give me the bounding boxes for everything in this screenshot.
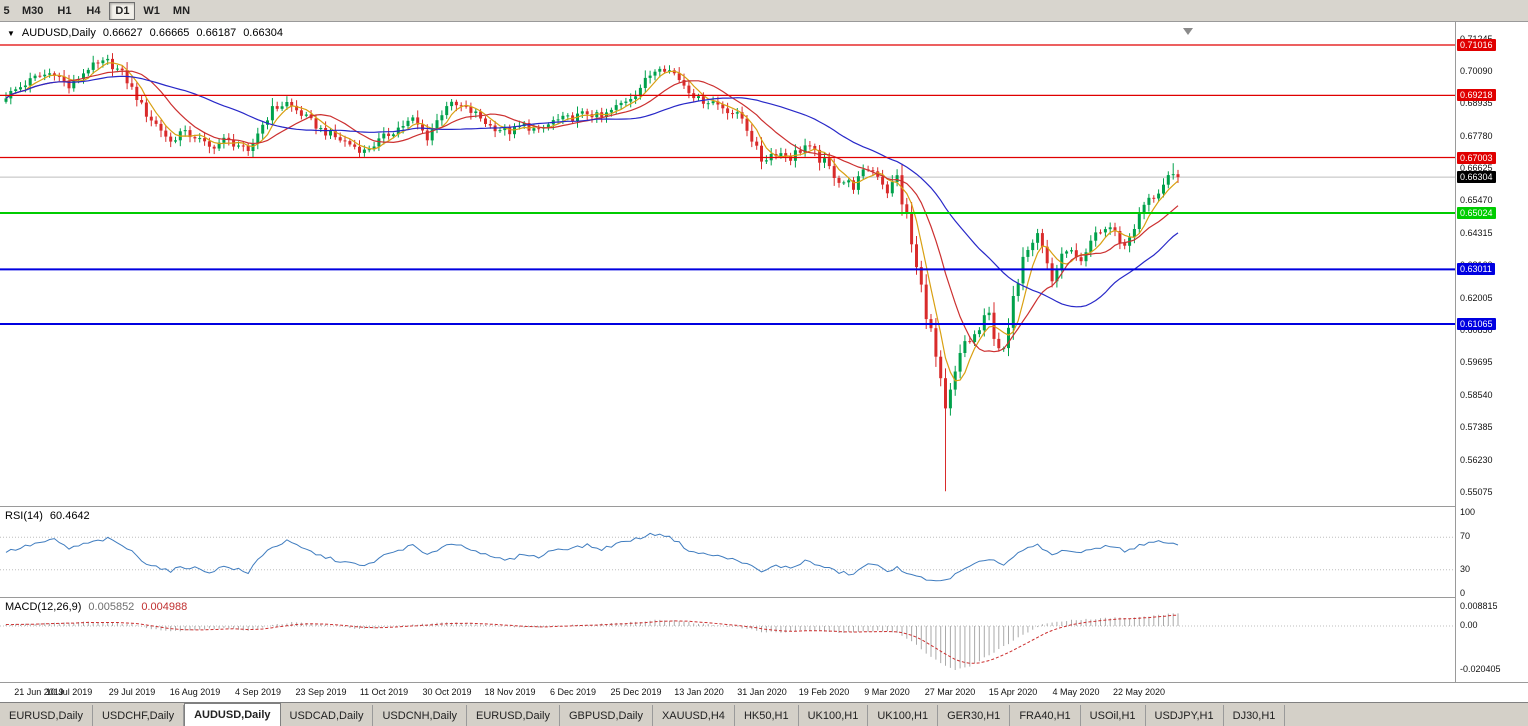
date-axis-label: 25 Dec 2019 <box>610 687 662 697</box>
date-axis-label: 23 Sep 2019 <box>295 687 347 697</box>
chart-tab-uk100-h1[interactable]: UK100,H1 <box>798 705 869 726</box>
chart-shift-marker <box>1183 28 1193 35</box>
price-axis-tick: 0.58540 <box>1460 390 1493 400</box>
chart-tab-uk100-h1[interactable]: UK100,H1 <box>868 705 939 726</box>
chart-tab-dj30-h1[interactable]: DJ30,H1 <box>1223 705 1286 726</box>
price-chart-panel[interactable]: ▼ AUDUSD,Daily 0.66627 0.66665 0.66187 0… <box>0 22 1455 506</box>
price-level-label: 0.69218 <box>1457 89 1496 101</box>
chart-tab-eurusd-daily[interactable]: EURUSD,Daily <box>0 705 93 726</box>
chart-title: ▼ AUDUSD,Daily 0.66627 0.66665 0.66187 0… <box>7 27 283 39</box>
chart-tab-usdchf-daily[interactable]: USDCHF,Daily <box>92 705 185 726</box>
rsi-axis-tick: 30 <box>1460 564 1471 574</box>
macd-axis-tick: 0.00 <box>1460 620 1478 630</box>
chart-tab-usdcad-daily[interactable]: USDCAD,Daily <box>280 705 374 726</box>
macd-signal-value: 0.004988 <box>141 601 188 613</box>
price-axis-tick: 0.57385 <box>1460 422 1493 432</box>
price-axis-tick: 0.66625 <box>1460 163 1493 173</box>
date-axis-label: 18 Nov 2019 <box>484 687 536 697</box>
price-axis-tick: 0.59695 <box>1460 357 1493 367</box>
date-axis-label: 21 Jun 2019 <box>14 687 64 697</box>
period-button-m30[interactable]: M30 <box>22 4 44 17</box>
date-axis-label: 9 Mar 2020 <box>864 687 910 697</box>
price-level-label: 0.67003 <box>1457 152 1496 164</box>
date-axis-label: 16 Aug 2019 <box>169 687 221 697</box>
chart-tab-usdcnh-daily[interactable]: USDCNH,Daily <box>373 705 468 726</box>
price-axis[interactable]: 0.712450.700900.689350.677800.666250.654… <box>1455 22 1528 682</box>
price-axis-tick: 0.62005 <box>1460 293 1493 303</box>
chart-tab-usoil-h1[interactable]: USOil,H1 <box>1080 705 1146 726</box>
timeframe-toolbar: 5 M30 H1 H4 D1 W1 MN <box>0 0 1528 22</box>
period-button-h4[interactable]: H4 <box>86 4 101 17</box>
date-axis-label: 19 Feb 2020 <box>798 687 850 697</box>
date-axis-label: 10 Jul 2019 <box>45 687 93 697</box>
symbol-dropdown-icon: ▼ <box>7 28 15 38</box>
rsi-axis-tick: 0 <box>1460 588 1466 598</box>
bid-price-label: 0.66304 <box>1457 171 1496 183</box>
date-axis-label: 4 May 2020 <box>1052 687 1100 697</box>
macd-value: 0.005852 <box>88 601 135 613</box>
price-axis-tick: 0.56230 <box>1460 455 1493 465</box>
date-axis-label: 31 Jan 2020 <box>737 687 787 697</box>
macd-axis-tick: -0.020405 <box>1460 664 1501 674</box>
date-axis-label: 30 Oct 2019 <box>422 687 472 697</box>
chart-tab-gbpusd-daily[interactable]: GBPUSD,Daily <box>560 705 653 726</box>
price-axis-tick: 0.67780 <box>1460 131 1493 141</box>
period-button-d1[interactable]: D1 <box>109 1 136 20</box>
date-axis-label: 6 Dec 2019 <box>549 687 597 697</box>
price-axis-tick: 0.60850 <box>1460 325 1493 335</box>
rsi-value: 60.4642 <box>49 510 90 522</box>
candlestick-chart[interactable] <box>0 22 1455 506</box>
price-axis-tick: 0.64315 <box>1460 228 1493 238</box>
date-axis-label: 13 Jan 2020 <box>674 687 724 697</box>
chart-tab-eurusd-daily[interactable]: EURUSD,Daily <box>467 705 560 726</box>
rsi-axis-tick: 70 <box>1460 531 1471 541</box>
chart-symbol: AUDUSD,Daily <box>21 27 96 39</box>
period-button-h1[interactable]: H1 <box>57 4 72 17</box>
price-level-label: 0.63011 <box>1457 263 1495 275</box>
macd-title: MACD(12,26,9) 0.005852 0.004988 <box>5 601 187 613</box>
time-axis[interactable]: 21 Jun 2019 10 Jul 2019 29 Jul 2019 16 Aug … <box>0 682 1528 702</box>
rsi-name: RSI(14) <box>5 510 43 522</box>
date-axis-label: 22 May 2020 <box>1112 687 1166 697</box>
chart-tab-usdjpy-h1[interactable]: USDJPY,H1 <box>1145 705 1224 726</box>
quote-close: 0.66304 <box>243 27 283 39</box>
macd-axis-tick: 0.008815 <box>1460 601 1498 611</box>
price-axis-tick: 0.65470 <box>1460 195 1493 205</box>
price-level-label: 0.61065 <box>1457 318 1496 330</box>
date-axis-label: 15 Apr 2020 <box>988 687 1038 697</box>
chart-tab-bar: EURUSD,Daily USDCHF,Daily AUDUSD,Daily USDC… <box>0 702 1528 726</box>
macd-name: MACD(12,26,9) <box>5 601 82 613</box>
chart-tab-fra40-h1[interactable]: FRA40,H1 <box>1010 705 1081 726</box>
rsi-chart[interactable] <box>0 507 1455 597</box>
rsi-title: RSI(14) 60.4642 <box>5 510 90 522</box>
date-axis-label: 27 Mar 2020 <box>924 687 976 697</box>
period-button-mn[interactable]: MN <box>172 4 191 17</box>
chart-tab-xauusd-h4[interactable]: XAUUSD,H4 <box>652 705 735 726</box>
period-button-5[interactable]: 5 <box>3 4 10 17</box>
chart-tab-ger30-h1[interactable]: GER30,H1 <box>938 705 1011 726</box>
chart-tab-hk50-h1[interactable]: HK50,H1 <box>734 705 799 726</box>
rsi-axis-tick: 100 <box>1460 507 1476 517</box>
quote-low: 0.66187 <box>196 27 237 39</box>
chart-tab-audusd-daily[interactable]: AUDUSD,Daily <box>184 703 281 726</box>
price-axis-tick: 0.70090 <box>1460 66 1493 76</box>
price-axis-tick: 0.68935 <box>1460 98 1493 108</box>
date-axis-label: 11 Oct 2019 <box>359 687 409 697</box>
price-axis-tick: 0.55075 <box>1460 487 1493 497</box>
price-level-label: 0.71016 <box>1457 39 1496 51</box>
quote-high: 0.66665 <box>149 27 190 39</box>
quote-open: 0.66627 <box>102 27 143 39</box>
macd-panel[interactable]: MACD(12,26,9) 0.005852 0.004988 <box>0 597 1455 682</box>
date-axis-label: 4 Sep 2019 <box>234 687 282 697</box>
date-axis-label: 29 Jul 2019 <box>108 687 156 697</box>
period-button-w1[interactable]: W1 <box>143 4 160 17</box>
macd-chart[interactable] <box>0 598 1455 682</box>
price-level-label: 0.65024 <box>1457 207 1496 219</box>
rsi-panel[interactable]: RSI(14) 60.4642 <box>0 506 1455 597</box>
